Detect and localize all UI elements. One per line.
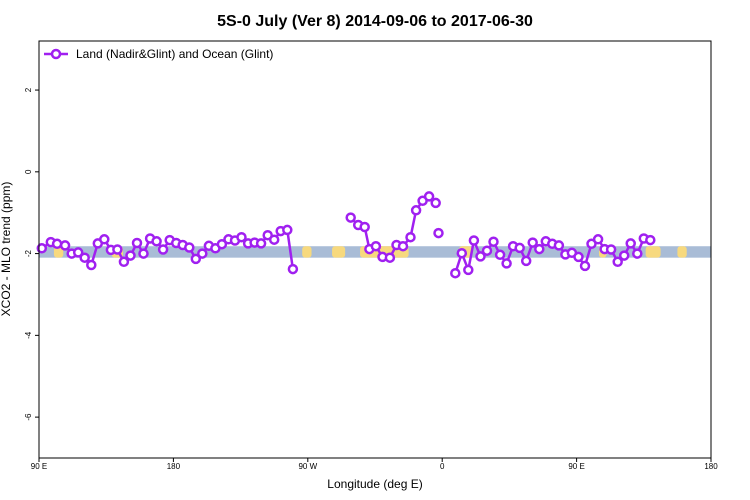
y-tick-label: -6 xyxy=(24,413,33,421)
data-point xyxy=(573,251,584,263)
data-point xyxy=(255,238,267,249)
x-tick-label: 90 E xyxy=(31,462,47,471)
data-point xyxy=(433,227,444,239)
data-point xyxy=(184,242,195,253)
data-point xyxy=(86,259,97,271)
data-point xyxy=(618,250,630,261)
land-band-segment xyxy=(332,246,346,258)
legend-entry: Land (Nadir&Glint) and Ocean (Glint) xyxy=(76,47,273,61)
data-point xyxy=(450,267,461,279)
data-point xyxy=(645,234,656,246)
x-tick-label: 180 xyxy=(167,462,181,471)
data-point xyxy=(79,252,90,263)
legend-marker-swatch xyxy=(50,48,62,60)
x-tick-label: 180 xyxy=(704,462,718,471)
land-band-segment xyxy=(677,246,687,258)
data-point xyxy=(534,243,545,255)
data-point xyxy=(430,197,441,209)
y-axis-label: XCO2 - MLO trend (ppm) xyxy=(0,182,13,317)
data-point xyxy=(605,244,617,255)
land-band-segment xyxy=(645,246,661,258)
data-point xyxy=(579,260,591,272)
data-point xyxy=(481,245,493,256)
land-band-segment xyxy=(53,246,64,258)
data-point xyxy=(384,252,396,263)
data-point xyxy=(345,212,356,223)
data-point xyxy=(287,263,299,275)
data-point xyxy=(405,231,416,243)
data-point xyxy=(501,258,512,269)
x-tick-label: 90 E xyxy=(568,462,584,471)
land-band-segment xyxy=(302,246,312,258)
data-point xyxy=(553,240,565,251)
data-point xyxy=(36,243,48,254)
y-axis: 2 0 -2 -4 -6 xyxy=(24,87,39,421)
data-point xyxy=(190,253,202,265)
data-point xyxy=(625,238,636,249)
chart-title: 5S-0 July (Ver 8) 2014-09-06 to 2017-06-… xyxy=(217,13,533,30)
data-point xyxy=(157,244,169,255)
y-tick-label: -4 xyxy=(24,331,33,339)
data-point xyxy=(268,234,280,245)
series-land-ocean xyxy=(36,191,656,279)
data-point xyxy=(138,248,149,259)
data-point xyxy=(282,224,293,236)
data-point xyxy=(216,238,228,250)
x-axis-label: Longitude (deg E) xyxy=(327,477,422,491)
data-point xyxy=(592,234,604,245)
data-point xyxy=(475,251,486,262)
data-point xyxy=(236,231,247,243)
data-point xyxy=(527,237,538,248)
data-point xyxy=(488,236,499,247)
data-point xyxy=(520,255,532,267)
data-point xyxy=(468,235,480,246)
data-point xyxy=(59,240,71,251)
plot-frame xyxy=(38,40,712,459)
y-tick-label: -2 xyxy=(24,249,33,257)
x-tick-label: 90 W xyxy=(298,462,317,471)
data-point xyxy=(456,247,468,259)
x-axis: 90 E 180 90 W 0 90 E 180 xyxy=(31,458,718,471)
data-point xyxy=(632,248,643,259)
data-point xyxy=(423,191,435,202)
data-point xyxy=(125,250,136,261)
y-tick-label: 0 xyxy=(24,169,33,174)
data-point xyxy=(72,247,84,258)
data-point xyxy=(370,240,382,252)
legend: Land (Nadir&Glint) and Ocean (Glint) xyxy=(44,47,273,61)
data-point xyxy=(359,221,370,233)
data-point xyxy=(397,240,409,252)
data-point xyxy=(131,237,143,249)
data-point xyxy=(99,234,110,245)
data-point xyxy=(494,249,506,261)
x-tick-label: 0 xyxy=(440,462,445,471)
data-point xyxy=(151,236,162,247)
data-point xyxy=(112,244,123,255)
data-point xyxy=(612,256,623,268)
data-point xyxy=(197,248,208,259)
data-point xyxy=(410,205,422,216)
y-tick-label: 2 xyxy=(24,87,33,92)
data-point xyxy=(463,264,474,276)
data-point xyxy=(514,242,525,254)
data-point xyxy=(118,256,130,268)
data-point xyxy=(51,238,63,250)
